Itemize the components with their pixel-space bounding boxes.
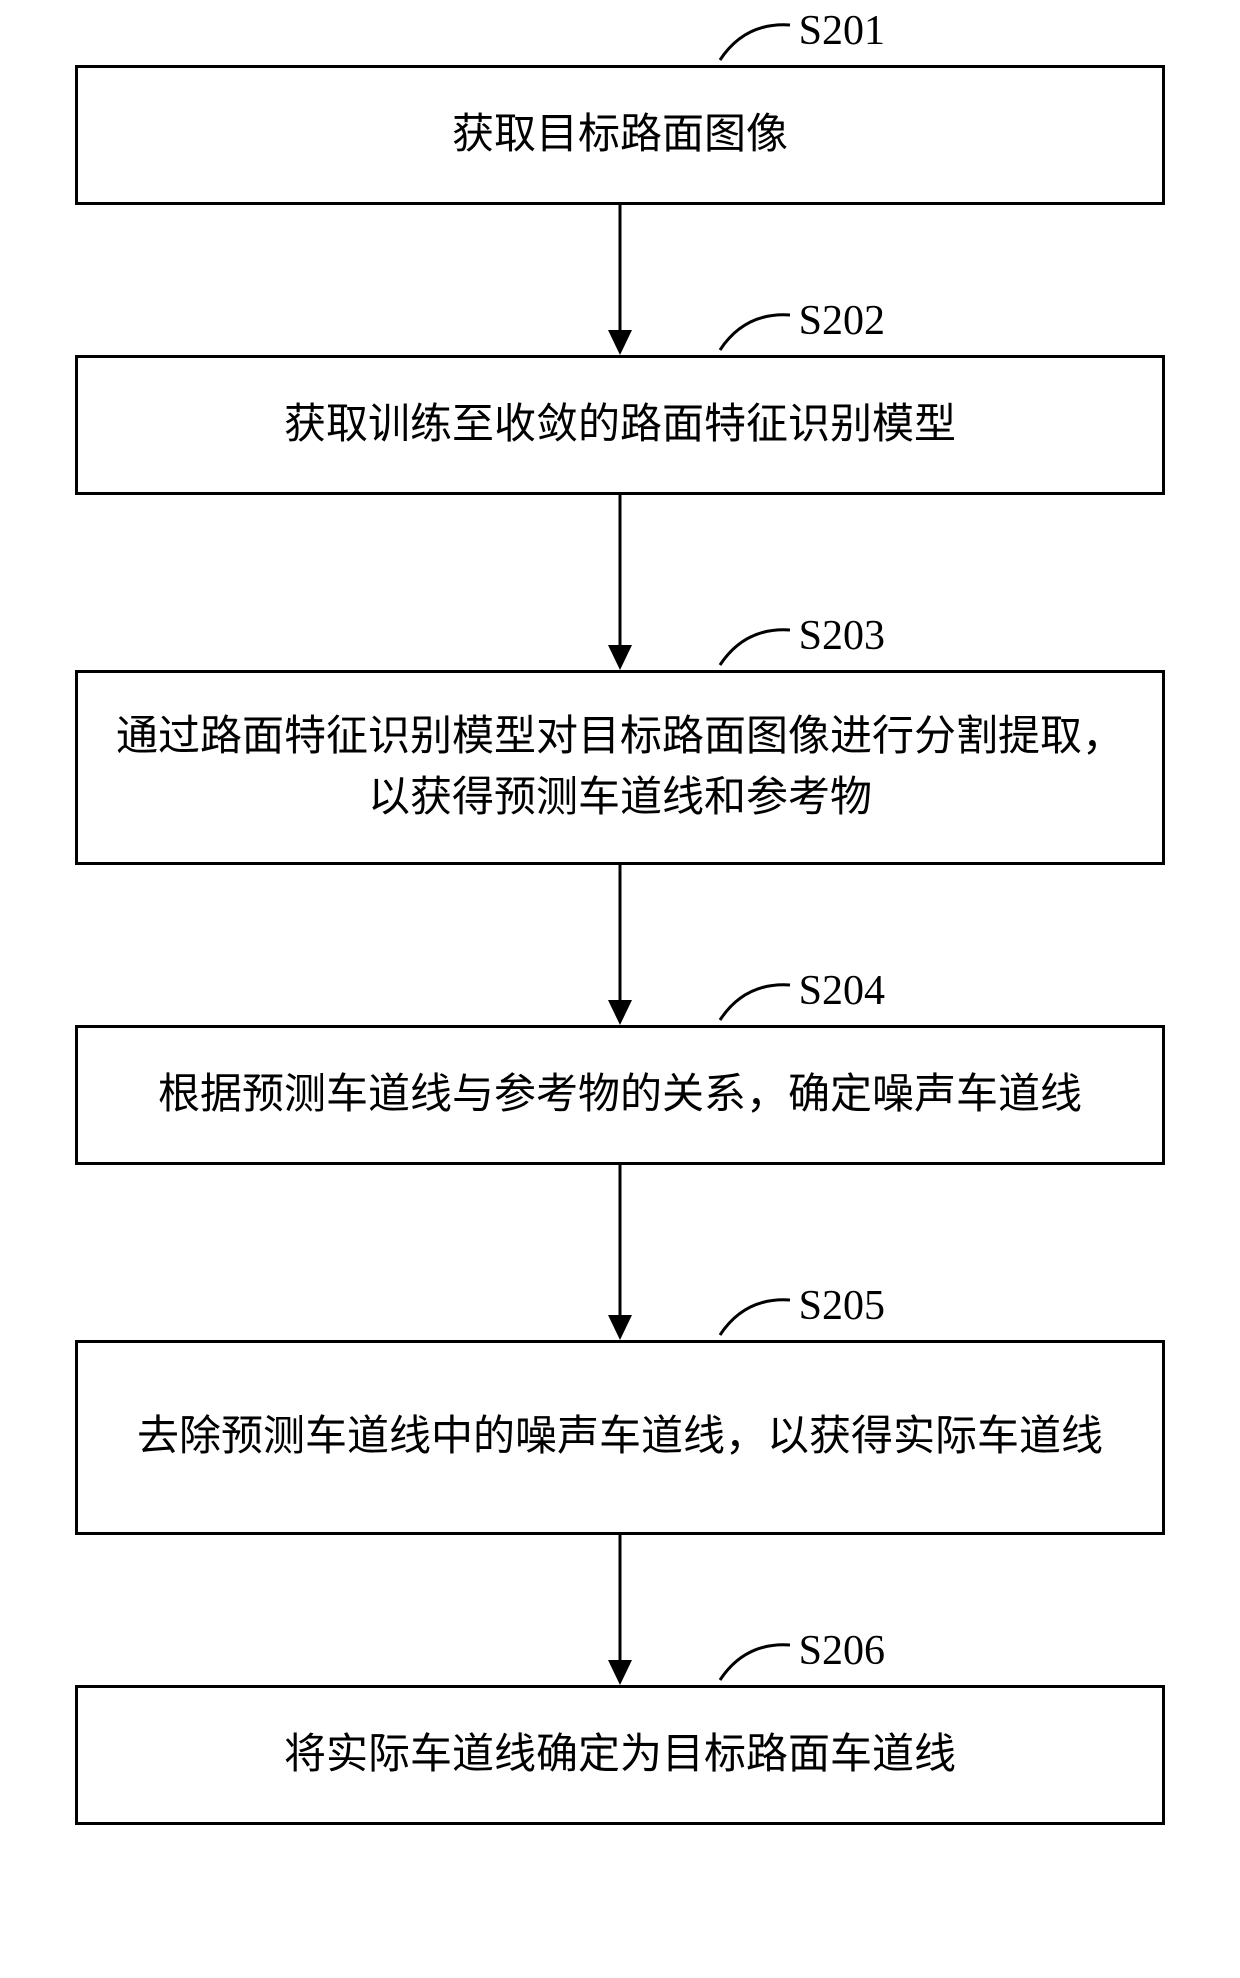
step-text: 根据预测车道线与参考物的关系，确定噪声车道线 [158, 1065, 1082, 1126]
step-text: 获取训练至收敛的路面特征识别模型 [284, 395, 956, 456]
arrow-container [75, 205, 1165, 355]
arrow-down-icon [600, 1535, 640, 1685]
arrow-container [75, 1535, 1165, 1685]
step-label: S206 [799, 1627, 885, 1675]
step-label: S205 [799, 1282, 885, 1330]
step-group-s203: S203 通过路面特征识别模型对目标路面图像进行分割提取，以获得预测车道线和参考… [75, 670, 1165, 865]
arrow-container [75, 1165, 1165, 1340]
step-label: S203 [799, 612, 885, 660]
step-text: 获取目标路面图像 [452, 105, 788, 166]
step-text: 将实际车道线确定为目标路面车道线 [284, 1725, 956, 1786]
arrow-container [75, 865, 1165, 1025]
label-curve-icon [715, 307, 795, 355]
step-box-s203: 通过路面特征识别模型对目标路面图像进行分割提取，以获得预测车道线和参考物 [75, 670, 1165, 865]
step-label: S201 [799, 7, 885, 55]
arrow-down-icon [600, 865, 640, 1025]
label-curve-icon [715, 977, 795, 1025]
step-box-s201: 获取目标路面图像 [75, 65, 1165, 205]
flowchart-container: S201 获取目标路面图像 S202 获取训练至收敛的路面特征识别模型 S203 [75, 65, 1165, 1825]
arrow-down-icon [600, 1165, 640, 1340]
arrow-container [75, 495, 1165, 670]
arrow-down-icon [600, 205, 640, 355]
step-box-s206: 将实际车道线确定为目标路面车道线 [75, 1685, 1165, 1825]
step-group-s204: S204 根据预测车道线与参考物的关系，确定噪声车道线 [75, 1025, 1165, 1165]
step-label: S204 [799, 967, 885, 1015]
arrow-down-icon [600, 495, 640, 670]
label-curve-icon [715, 1637, 795, 1685]
step-text: 通过路面特征识别模型对目标路面图像进行分割提取，以获得预测车道线和参考物 [108, 707, 1132, 829]
step-box-s205: 去除预测车道线中的噪声车道线，以获得实际车道线 [75, 1340, 1165, 1535]
step-group-s205: S205 去除预测车道线中的噪声车道线，以获得实际车道线 [75, 1340, 1165, 1535]
step-box-s202: 获取训练至收敛的路面特征识别模型 [75, 355, 1165, 495]
label-curve-icon [715, 622, 795, 670]
step-box-s204: 根据预测车道线与参考物的关系，确定噪声车道线 [75, 1025, 1165, 1165]
step-text: 去除预测车道线中的噪声车道线，以获得实际车道线 [137, 1407, 1103, 1468]
step-group-s202: S202 获取训练至收敛的路面特征识别模型 [75, 355, 1165, 495]
label-curve-icon [715, 17, 795, 65]
step-group-s201: S201 获取目标路面图像 [75, 65, 1165, 205]
step-group-s206: S206 将实际车道线确定为目标路面车道线 [75, 1685, 1165, 1825]
step-label: S202 [799, 297, 885, 345]
label-curve-icon [715, 1292, 795, 1340]
